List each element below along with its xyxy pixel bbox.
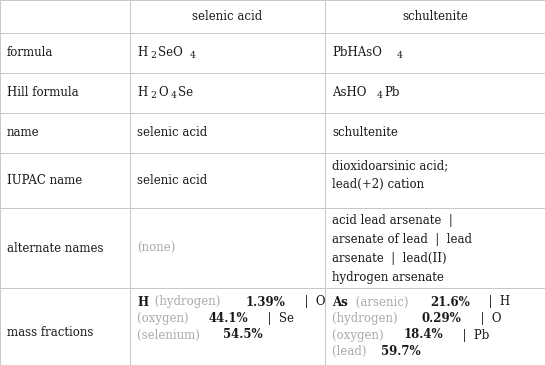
Text: (none): (none) — [137, 242, 175, 254]
Bar — [130, 0, 325, 33]
Text: 59.7%: 59.7% — [382, 345, 421, 358]
Text: IUPAC name: IUPAC name — [7, 174, 82, 187]
Text: (hydrogen): (hydrogen) — [332, 312, 401, 325]
Text: SeO: SeO — [158, 46, 183, 59]
Text: acid lead arsenate  |
arsenate of lead  |  lead
arsenate  |  lead(II)
hydrogen a: acid lead arsenate | arsenate of lead | … — [332, 214, 472, 284]
Text: 0.29%: 0.29% — [421, 312, 461, 325]
Text: selenic acid: selenic acid — [137, 174, 207, 187]
Bar — [325, 208, 545, 288]
Text: |  H: | H — [481, 296, 511, 308]
Text: |  O: | O — [473, 312, 501, 325]
Text: schultenite: schultenite — [332, 127, 398, 139]
Text: H: H — [137, 87, 147, 100]
Text: dioxidoarsinic acid;
lead(+2) cation: dioxidoarsinic acid; lead(+2) cation — [332, 159, 448, 191]
Text: 2: 2 — [150, 91, 156, 100]
Bar — [130, 208, 325, 288]
Text: PbHAsO: PbHAsO — [332, 46, 382, 59]
Bar — [0, 73, 130, 113]
Text: |  Pb: | Pb — [455, 328, 489, 342]
Text: 44.1%: 44.1% — [208, 312, 248, 325]
Bar — [0, 153, 130, 208]
Bar — [0, 0, 130, 33]
Text: O: O — [158, 87, 168, 100]
Text: |  Se: | Se — [259, 312, 294, 325]
Text: (lead): (lead) — [332, 345, 370, 358]
Bar — [325, 0, 545, 33]
Text: (hydrogen): (hydrogen) — [152, 296, 225, 308]
Text: AsHO: AsHO — [332, 87, 366, 100]
Text: mass fractions: mass fractions — [7, 327, 93, 339]
Bar — [325, 113, 545, 153]
Bar — [325, 33, 545, 73]
Bar — [130, 113, 325, 153]
Text: (arsenic): (arsenic) — [352, 296, 413, 308]
Text: Hill formula: Hill formula — [7, 87, 78, 100]
Bar — [0, 113, 130, 153]
Text: 2: 2 — [150, 51, 156, 59]
Text: name: name — [7, 127, 40, 139]
Text: H: H — [137, 296, 148, 308]
Text: 4: 4 — [190, 51, 196, 59]
Text: selenic acid: selenic acid — [137, 127, 207, 139]
Text: H: H — [137, 46, 147, 59]
Text: (selenium): (selenium) — [137, 328, 204, 342]
Text: alternate names: alternate names — [7, 242, 104, 254]
Bar — [0, 288, 130, 365]
Text: As: As — [332, 296, 348, 308]
Bar — [0, 208, 130, 288]
Bar — [325, 73, 545, 113]
Text: Pb: Pb — [384, 87, 399, 100]
Text: 4: 4 — [377, 91, 383, 100]
Bar — [325, 153, 545, 208]
Text: |  O: | O — [297, 296, 325, 308]
Bar — [130, 33, 325, 73]
Text: 1.39%: 1.39% — [246, 296, 286, 308]
Bar — [0, 33, 130, 73]
Bar — [325, 288, 545, 365]
Text: 4: 4 — [396, 51, 402, 59]
Text: 4: 4 — [171, 91, 177, 100]
Text: (oxygen): (oxygen) — [137, 312, 192, 325]
Text: selenic acid: selenic acid — [192, 10, 263, 23]
Text: Se: Se — [178, 87, 193, 100]
Text: 54.5%: 54.5% — [223, 328, 263, 342]
Text: (oxygen): (oxygen) — [332, 328, 387, 342]
Bar — [130, 153, 325, 208]
Text: formula: formula — [7, 46, 53, 59]
Bar — [130, 73, 325, 113]
Bar — [130, 288, 325, 365]
Text: 21.6%: 21.6% — [430, 296, 470, 308]
Text: schultenite: schultenite — [402, 10, 468, 23]
Text: 18.4%: 18.4% — [403, 328, 443, 342]
